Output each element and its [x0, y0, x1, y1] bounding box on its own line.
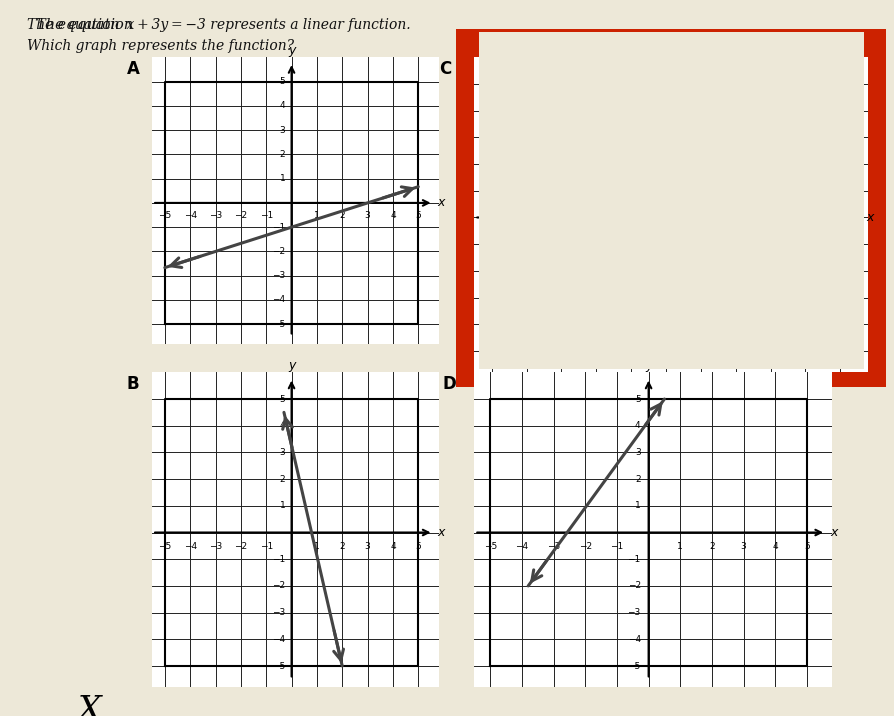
- Text: y: y: [645, 359, 652, 372]
- Text: −2: −2: [234, 211, 247, 221]
- Text: y: y: [288, 44, 295, 57]
- Text: 1: 1: [279, 501, 285, 511]
- Text: 4: 4: [390, 211, 395, 221]
- Text: −4: −4: [644, 320, 656, 329]
- Text: 1: 1: [697, 227, 703, 236]
- Text: 3: 3: [364, 211, 370, 221]
- Text: −4: −4: [272, 635, 285, 644]
- Text: −4: −4: [515, 542, 527, 551]
- Text: x: x: [830, 526, 837, 539]
- Text: −5: −5: [272, 320, 285, 329]
- Text: −4: −4: [519, 227, 533, 236]
- Text: 1: 1: [651, 186, 656, 195]
- Text: −5: −5: [158, 211, 172, 221]
- Text: 3: 3: [364, 542, 370, 551]
- Text: Which graph represents the function?: Which graph represents the function?: [27, 39, 293, 54]
- Text: −3: −3: [644, 293, 656, 302]
- Text: 4: 4: [651, 106, 656, 115]
- Text: −1: −1: [624, 227, 637, 236]
- Text: 4: 4: [279, 102, 285, 110]
- Text: 5: 5: [415, 211, 421, 221]
- Text: 3: 3: [279, 448, 285, 457]
- Text: 3: 3: [740, 542, 746, 551]
- Text: The equation: The equation: [36, 18, 138, 32]
- Text: −3: −3: [272, 608, 285, 617]
- Text: −4: −4: [183, 211, 197, 221]
- Text: −3: −3: [627, 608, 640, 617]
- Text: −4: −4: [272, 296, 285, 304]
- Text: 3: 3: [279, 125, 285, 135]
- Text: 1: 1: [314, 211, 319, 221]
- Text: −1: −1: [644, 240, 656, 248]
- Text: −5: −5: [644, 347, 656, 355]
- Text: −5: −5: [485, 227, 498, 236]
- Text: 5: 5: [803, 542, 809, 551]
- Text: −2: −2: [234, 542, 247, 551]
- Text: −1: −1: [259, 211, 273, 221]
- Text: 5: 5: [651, 79, 656, 89]
- Text: −3: −3: [208, 542, 222, 551]
- Text: 2: 2: [708, 542, 714, 551]
- Text: −2: −2: [627, 581, 640, 591]
- Text: x: x: [437, 196, 444, 209]
- Text: −2: −2: [272, 247, 285, 256]
- Text: −3: −3: [554, 227, 568, 236]
- Text: 5: 5: [837, 227, 842, 236]
- Text: −5: −5: [627, 662, 640, 670]
- Text: 5: 5: [279, 77, 285, 86]
- Text: 2: 2: [339, 211, 345, 221]
- Text: −1: −1: [272, 223, 285, 232]
- Text: 2: 2: [732, 227, 738, 236]
- Text: −2: −2: [644, 266, 656, 276]
- Text: x: x: [437, 526, 444, 539]
- Text: 2: 2: [635, 475, 640, 483]
- Text: A: A: [127, 59, 139, 78]
- Text: 5: 5: [415, 542, 421, 551]
- Text: −1: −1: [272, 555, 285, 563]
- Text: 4: 4: [279, 421, 285, 430]
- Text: y: y: [288, 359, 295, 372]
- Text: 3: 3: [634, 448, 640, 457]
- Text: −1: −1: [259, 542, 273, 551]
- Text: −5: −5: [272, 662, 285, 670]
- Text: 2: 2: [279, 475, 285, 483]
- Text: D: D: [443, 375, 456, 393]
- Text: −5: −5: [483, 542, 496, 551]
- Text: The equation  x + 3y = −3 represents a linear function.: The equation x + 3y = −3 represents a li…: [27, 18, 410, 32]
- Text: 1: 1: [279, 174, 285, 183]
- Text: 5: 5: [634, 395, 640, 404]
- Text: 2: 2: [279, 150, 285, 159]
- Text: 4: 4: [802, 227, 807, 236]
- Text: 1: 1: [314, 542, 319, 551]
- Text: −4: −4: [183, 542, 197, 551]
- Text: −5: −5: [158, 542, 172, 551]
- Text: −2: −2: [578, 542, 591, 551]
- Text: −3: −3: [208, 211, 222, 221]
- Text: 5: 5: [279, 395, 285, 404]
- Text: 3: 3: [651, 133, 656, 142]
- Text: 1: 1: [677, 542, 682, 551]
- Text: y: y: [662, 44, 669, 57]
- Text: C: C: [439, 60, 451, 78]
- Text: X: X: [78, 695, 101, 716]
- Text: −1: −1: [610, 542, 623, 551]
- Text: 4: 4: [772, 542, 777, 551]
- Text: −2: −2: [589, 227, 603, 236]
- Text: 4: 4: [635, 421, 640, 430]
- Text: 3: 3: [767, 227, 772, 236]
- Text: −4: −4: [627, 635, 640, 644]
- Text: −2: −2: [272, 581, 285, 591]
- Text: −1: −1: [627, 555, 640, 563]
- Text: B: B: [127, 375, 139, 393]
- Text: 2: 2: [339, 542, 345, 551]
- Text: 2: 2: [651, 160, 656, 168]
- Text: −3: −3: [546, 542, 560, 551]
- Text: x: x: [865, 211, 873, 224]
- Text: −3: −3: [272, 271, 285, 280]
- Text: 1: 1: [634, 501, 640, 511]
- Text: 4: 4: [390, 542, 395, 551]
